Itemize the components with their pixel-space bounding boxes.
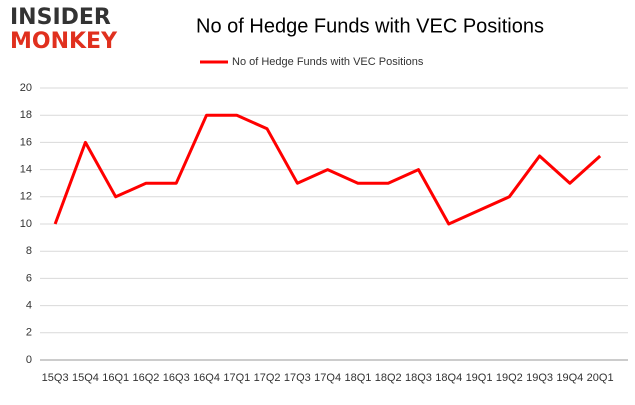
legend-label: No of Hedge Funds with VEC Positions <box>232 56 424 68</box>
x-tick-label: 15Q4 <box>72 372 99 384</box>
y-tick-label: 6 <box>26 272 32 284</box>
x-tick-label: 19Q3 <box>526 372 553 384</box>
x-tick-label: 17Q2 <box>254 372 281 384</box>
x-tick-label: 18Q3 <box>405 372 432 384</box>
logo-bottom: MONKEY <box>10 29 118 54</box>
x-tick-label: 19Q1 <box>466 372 493 384</box>
y-tick-label: 14 <box>20 164 32 176</box>
y-tick-label: 18 <box>20 109 32 121</box>
x-tick-label: 19Q4 <box>556 372 583 384</box>
chart-title: No of Hedge Funds with VEC Positions <box>196 15 544 37</box>
x-tick-label: 18Q4 <box>435 372 462 384</box>
x-tick-label: 17Q1 <box>223 372 250 384</box>
x-tick-label: 17Q3 <box>284 372 311 384</box>
x-tick-label: 16Q4 <box>193 372 220 384</box>
y-tick-label: 12 <box>20 191 32 203</box>
x-tick-label: 20Q1 <box>587 372 614 384</box>
x-tick-label: 16Q1 <box>102 372 129 384</box>
y-tick-label: 10 <box>20 218 32 230</box>
x-tick-label: 16Q3 <box>163 372 190 384</box>
y-tick-label: 0 <box>26 354 32 366</box>
y-tick-label: 4 <box>26 300 32 312</box>
logo-top: INSIDER <box>10 5 111 30</box>
data-line <box>53 113 602 226</box>
x-tick-label: 18Q2 <box>375 372 402 384</box>
x-tick-label: 17Q4 <box>314 372 341 384</box>
y-tick-label: 16 <box>20 136 32 148</box>
y-tick-label: 2 <box>26 327 32 339</box>
x-tick-label: 16Q2 <box>133 372 160 384</box>
x-tick-label: 19Q2 <box>496 372 523 384</box>
x-tick-label: 15Q3 <box>42 372 69 384</box>
y-tick-label: 8 <box>26 245 32 257</box>
y-tick-label: 20 <box>20 82 32 94</box>
x-tick-label: 18Q1 <box>344 372 371 384</box>
